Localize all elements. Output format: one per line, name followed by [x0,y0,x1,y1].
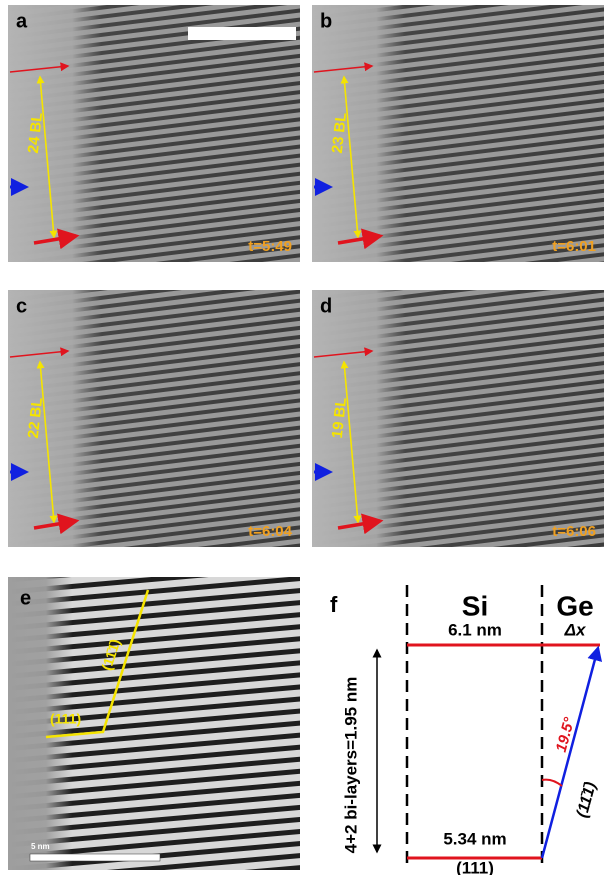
shift-label: Δx [564,620,587,639]
plane-label: (11̄1̄) [574,780,600,819]
amorphous-edge [312,290,604,547]
slip-vector [542,648,598,858]
amorphous-edge [312,5,604,262]
plane-label: (111) [50,711,81,727]
phase-label: Ge [556,590,593,621]
panel-label: c [16,295,27,317]
amorphous-edge [8,5,300,262]
panel-label: f [330,592,338,617]
panel-label: e [20,587,31,609]
width-label: 5.34 nm [443,829,506,848]
width-label: 6.1 nm [448,620,502,639]
timestamp: t=6:06 [552,523,596,540]
panel-label: b [320,10,332,32]
scale-bar [30,854,160,861]
panel-label: a [16,10,28,32]
timestamp: t=6:04 [248,523,292,540]
panel-label: d [320,295,332,317]
amorphous-edge [8,290,300,547]
angle-arc [542,780,562,786]
height-label: 4+2 bi-layers=1.95 nm [341,677,360,854]
scale-label: 5 nm [31,842,50,851]
figure: a24 BLt=5:49b23 BLt=6:01c22 BLt=6:04d19 … [0,0,607,875]
plane-label: (111) [456,858,494,875]
timestamp: t=5:49 [248,238,292,255]
timestamp: t=6:01 [552,238,596,255]
phase-label: Si [462,590,488,621]
scale-bar [188,27,296,40]
